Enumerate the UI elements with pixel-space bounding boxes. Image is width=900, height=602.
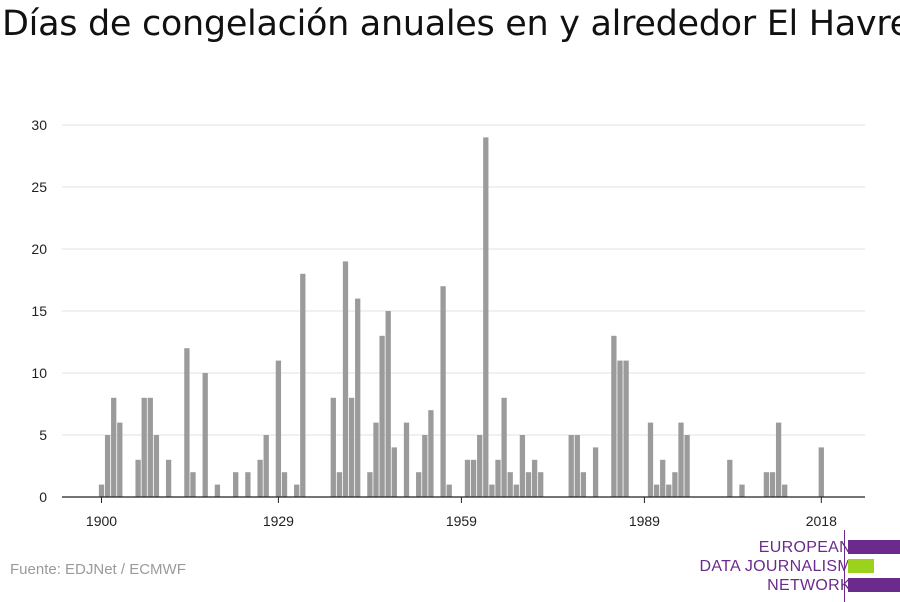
bar	[531, 459, 538, 497]
y-tick-label: 5	[39, 427, 47, 443]
bar	[666, 484, 672, 497]
bar	[281, 472, 288, 497]
y-tick-label: 10	[31, 365, 47, 381]
bar	[507, 472, 513, 497]
bar	[245, 472, 251, 497]
logo-text: EUROPEAN DATA JOURNALISM NETWORK	[700, 538, 851, 595]
y-tick-label: 30	[31, 117, 47, 133]
bar	[257, 459, 263, 497]
bar	[330, 397, 336, 497]
bar	[782, 484, 788, 497]
bar	[294, 484, 300, 497]
bar	[513, 484, 519, 497]
bar	[477, 435, 483, 497]
bar	[422, 435, 428, 497]
bar	[483, 137, 489, 497]
chart-title: Días de congelación anuales en y alreded…	[2, 4, 900, 44]
bar	[147, 397, 153, 497]
logo-divider	[844, 530, 845, 602]
bar	[428, 410, 434, 497]
bar	[184, 348, 190, 497]
y-tick-label: 25	[31, 179, 47, 195]
bar	[391, 447, 397, 497]
bar	[727, 459, 733, 497]
bar	[373, 422, 379, 497]
bar	[440, 286, 446, 497]
bar	[165, 459, 172, 497]
bar	[153, 435, 160, 497]
bar	[470, 459, 477, 497]
bar	[525, 472, 532, 497]
logo-bar-middle	[848, 559, 874, 573]
y-tick-label: 20	[31, 241, 47, 257]
bar	[348, 397, 355, 497]
bar	[379, 335, 385, 497]
bar	[538, 472, 544, 497]
bar	[495, 459, 501, 497]
logo-bar-bottom	[848, 578, 900, 592]
bar	[678, 422, 684, 497]
bar	[647, 422, 654, 497]
bar	[104, 435, 111, 497]
bar	[336, 472, 343, 497]
bar	[416, 472, 422, 497]
bar	[141, 397, 147, 497]
bar	[501, 397, 507, 497]
bar	[769, 472, 776, 497]
x-tick-label: 1900	[86, 513, 117, 529]
bar	[190, 472, 196, 497]
bar	[464, 459, 471, 497]
edjnet-logo: EUROPEAN DATA JOURNALISM NETWORK	[690, 530, 900, 602]
logo-line-3: NETWORK	[767, 577, 851, 594]
bar	[660, 459, 666, 497]
logo-line-2: DATA JOURNALISM	[699, 558, 851, 575]
bar	[684, 435, 690, 497]
bar	[568, 435, 574, 497]
bar	[653, 484, 660, 497]
bar	[263, 435, 269, 497]
bar	[214, 484, 221, 497]
bar	[672, 472, 678, 497]
bar	[355, 298, 361, 497]
bar	[233, 472, 239, 497]
y-tick-label: 0	[39, 489, 47, 505]
bar	[617, 360, 623, 497]
bar	[275, 360, 282, 497]
bar	[489, 484, 495, 497]
bar	[739, 484, 745, 497]
logo-bar-top	[848, 540, 900, 554]
bar	[202, 373, 208, 497]
bar	[763, 472, 770, 497]
bar	[300, 273, 306, 497]
x-tick-label: 1959	[446, 513, 477, 529]
x-tick-label: 1929	[263, 513, 294, 529]
bar	[611, 335, 617, 497]
bar	[367, 472, 373, 497]
bar	[574, 435, 580, 497]
bar	[385, 311, 391, 497]
bar	[342, 261, 349, 497]
bar	[117, 422, 123, 497]
bar	[111, 397, 117, 497]
bar	[403, 422, 410, 497]
y-tick-label: 15	[31, 303, 47, 319]
bar	[135, 459, 141, 497]
bar	[592, 447, 599, 497]
bar	[623, 360, 629, 497]
bar	[580, 472, 587, 497]
x-tick-label: 1989	[629, 513, 660, 529]
bar	[519, 435, 526, 497]
bar	[818, 447, 824, 497]
bar	[775, 422, 782, 497]
bar	[98, 484, 105, 497]
logo-line-1: EUROPEAN	[758, 539, 851, 556]
bar	[446, 484, 452, 497]
source-note: Fuente: EDJNet / ECMWF	[10, 561, 186, 578]
x-tick-label: 2018	[806, 513, 837, 529]
